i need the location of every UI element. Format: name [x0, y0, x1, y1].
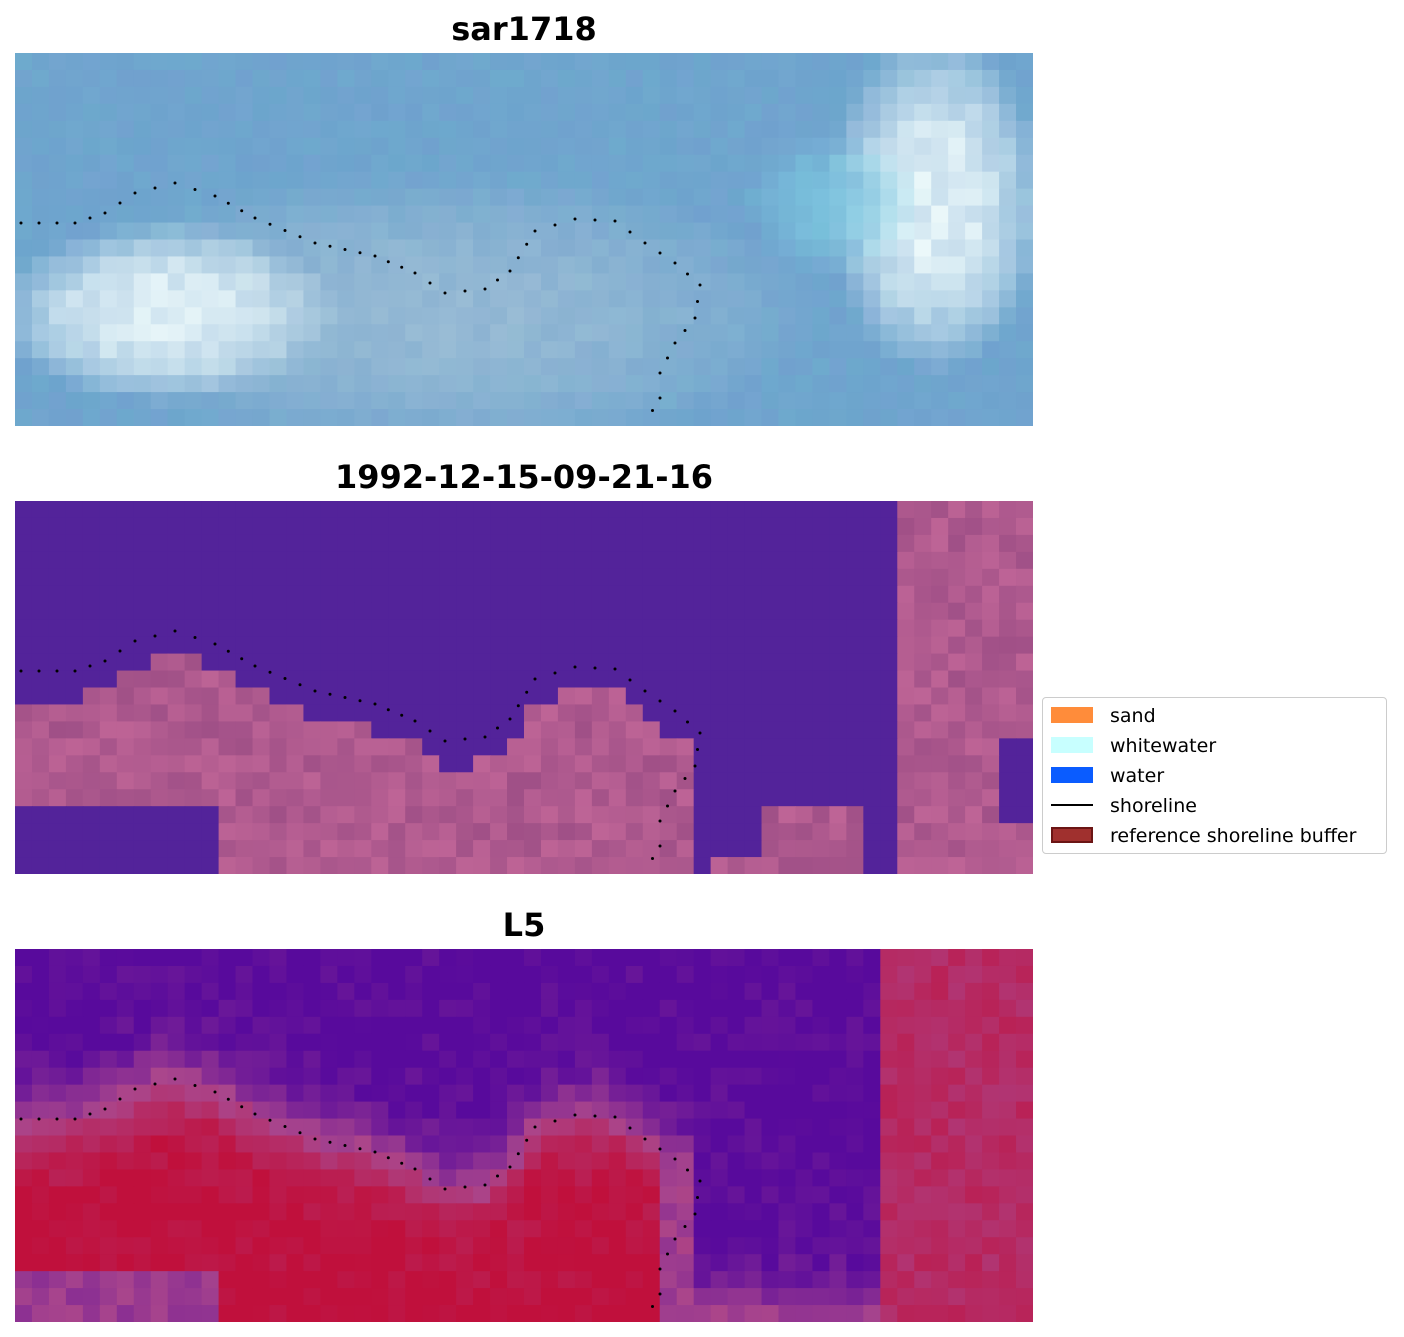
shoreline-index: [19, 1077, 702, 1308]
panel-title-classified: 1992-12-15-09-21-16: [334, 458, 714, 496]
rgb-image-panel: [15, 53, 1033, 426]
legend-swatch-reference-buffer: [1051, 827, 1093, 843]
legend-label-sand: sand: [1110, 705, 1156, 727]
legend-label-water: water: [1110, 765, 1165, 787]
legend-swatch-water: [1051, 767, 1093, 783]
legend-swatch-whitewater: [1051, 737, 1093, 753]
legend-label-whitewater: whitewater: [1110, 735, 1217, 757]
legend-label-reference-buffer: reference shoreline buffer: [1110, 825, 1357, 847]
legend-swatch-sand: [1051, 707, 1093, 723]
classified-image-panel: [15, 501, 1033, 874]
legend: sand whitewater water shoreline referenc…: [1042, 697, 1387, 854]
legend-label-shoreline: shoreline: [1110, 795, 1197, 817]
index-image-panel: [15, 949, 1033, 1322]
legend-line-shoreline: [1051, 804, 1093, 806]
shoreline-classified: [19, 629, 702, 860]
panel-title-index: L5: [502, 906, 546, 944]
panel-title-rgb: sar1718: [451, 10, 597, 48]
shoreline-rgb: [19, 181, 702, 412]
